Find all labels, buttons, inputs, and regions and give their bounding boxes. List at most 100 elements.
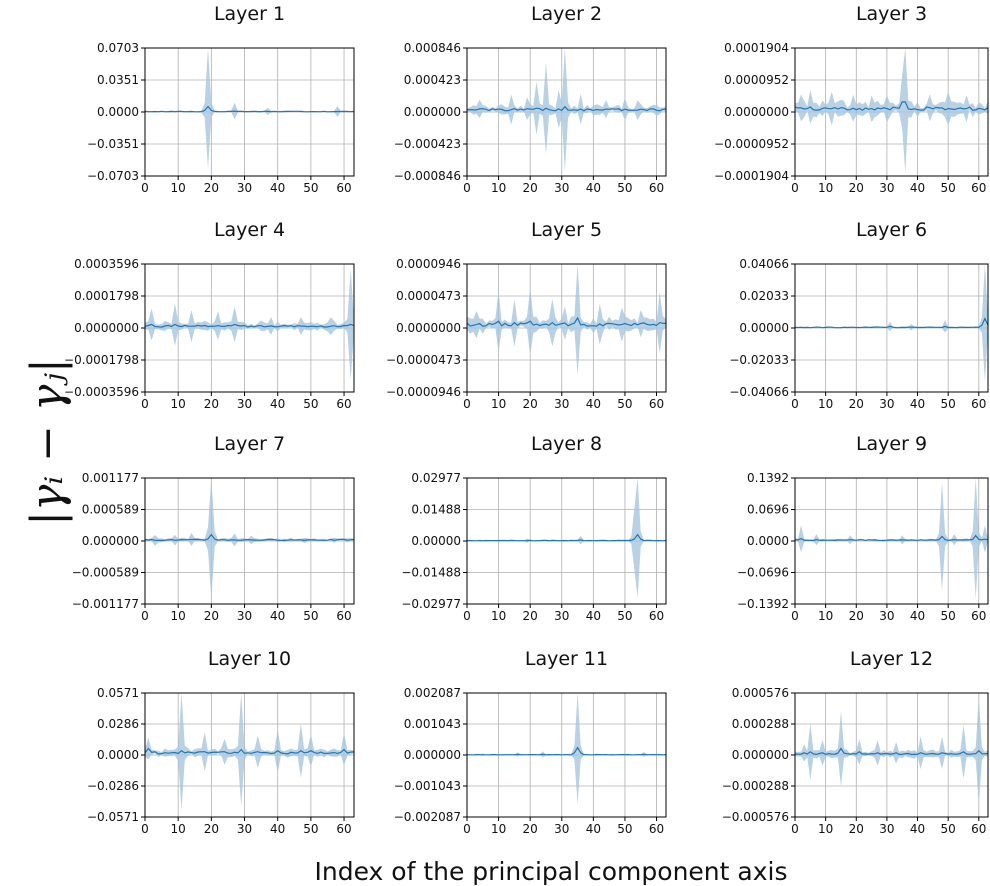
- x-tick-label: 10: [818, 609, 833, 623]
- panel-title: Layer 2: [531, 3, 602, 25]
- x-tick-label: 10: [171, 397, 186, 411]
- y-tick-label: 0.000000: [404, 748, 461, 762]
- panel-12: 0 10 20 30 40 50 60 0.000576 0.000288 0.000000 −0.…: [722, 648, 989, 836]
- y-tick-label: 0.000576: [732, 686, 789, 700]
- x-tick-label: 0: [463, 181, 471, 195]
- x-tick-label: 30: [237, 822, 252, 836]
- y-tick-label: −0.0571: [87, 810, 139, 824]
- y-tick-label: 0.00000: [411, 534, 461, 548]
- x-tick-label: 10: [491, 397, 506, 411]
- panel-title: Layer 11: [525, 648, 608, 670]
- x-tick-label: 40: [910, 822, 925, 836]
- y-tick-label: −0.0000473: [386, 353, 461, 367]
- panel-title: Layer 10: [208, 648, 291, 670]
- mean-line: [794, 101, 989, 111]
- mean-line: [794, 317, 989, 329]
- x-tick-label: 50: [941, 822, 956, 836]
- y-tick-label: −0.000846: [394, 169, 461, 183]
- x-tick-label: 20: [204, 822, 219, 836]
- x-tick-label: 30: [237, 181, 252, 195]
- confidence-band: [795, 696, 988, 805]
- x-tick-label: 30: [879, 181, 894, 195]
- x-tick-label: 60: [649, 181, 664, 195]
- mean-line: [466, 746, 667, 756]
- panel-4: 0 10 20 30 40 50 60 0.0003596 0.0001798 0.0000000…: [64, 219, 355, 411]
- x-tick-label: 40: [586, 397, 601, 411]
- panel-3: 0 10 20 30 40 50 60 0.0001904 0.0000952 0.0000000…: [714, 3, 989, 195]
- y-tick-label: −0.0703: [87, 169, 139, 183]
- panel-title: Layer 1: [214, 3, 285, 25]
- mean-line: [466, 316, 667, 327]
- x-tick-label: 40: [910, 609, 925, 623]
- y-tick-label: −0.0001904: [714, 169, 789, 183]
- panel-8: 0 10 20 30 40 50 60 0.02977 0.01488 0.00000 −0.014…: [401, 433, 667, 623]
- y-tick-label: −0.001177: [72, 597, 139, 611]
- x-tick-label: 0: [463, 609, 471, 623]
- y-tick-label: 0.0001798: [74, 289, 139, 303]
- x-tick-label: 50: [303, 397, 318, 411]
- x-tick-label: 10: [491, 609, 506, 623]
- x-tick-label: 30: [554, 181, 569, 195]
- x-tick-label: 10: [491, 181, 506, 195]
- y-tick-label: −0.0000952: [714, 137, 789, 151]
- x-tick-label: 40: [270, 609, 285, 623]
- mean-line: [794, 747, 989, 756]
- confidence-band: [467, 48, 666, 171]
- y-tick-label: 0.0286: [97, 717, 139, 731]
- y-tick-label: −0.02977: [401, 597, 461, 611]
- x-tick-label: 20: [204, 609, 219, 623]
- panel-title: Layer 8: [531, 433, 602, 455]
- confidence-band: [145, 693, 354, 811]
- confidence-band: [467, 264, 666, 376]
- y-tick-label: 0.000589: [82, 503, 139, 517]
- x-tick-label: 60: [971, 181, 986, 195]
- y-tick-label: 0.001043: [404, 717, 461, 731]
- x-tick-label: 20: [523, 609, 538, 623]
- x-tick-label: 20: [204, 181, 219, 195]
- mean-line: [144, 323, 355, 328]
- y-tick-label: −0.0003596: [64, 385, 139, 399]
- y-tick-label: −0.0001798: [64, 353, 139, 367]
- y-tick-label: 0.0351: [97, 73, 139, 87]
- y-tick-label: −0.000589: [72, 566, 139, 580]
- panel-title: Layer 6: [856, 219, 927, 241]
- x-tick-label: 10: [171, 822, 186, 836]
- y-tick-label: −0.000288: [722, 779, 789, 793]
- y-tick-label: −0.000423: [394, 137, 461, 151]
- x-tick-label: 40: [586, 609, 601, 623]
- mean-line: [144, 105, 355, 113]
- x-tick-label: 30: [879, 397, 894, 411]
- x-tick-label: 10: [491, 822, 506, 836]
- y-tick-label: 0.1392: [747, 471, 789, 485]
- panel-10: 0 10 20 30 40 50 60 0.0571 0.0286 0.0000 −0.0286 −0…: [87, 648, 355, 836]
- panel-7: 0 10 20 30 40 50 60 0.001177 0.000589 0.000000 −0.…: [72, 433, 355, 623]
- y-tick-label: −0.01488: [401, 566, 461, 580]
- y-tick-label: 0.0000952: [724, 73, 789, 87]
- y-axis-label: |γᵢ − γⱼ|: [22, 358, 73, 526]
- x-tick-label: 60: [336, 822, 351, 836]
- confidence-band: [795, 478, 988, 599]
- x-tick-label: 40: [910, 181, 925, 195]
- y-tick-label: 0.0000000: [74, 321, 139, 335]
- y-tick-label: −0.0000946: [386, 385, 461, 399]
- confidence-band: [467, 693, 666, 804]
- y-tick-label: −0.1392: [737, 597, 789, 611]
- y-tick-label: 0.000846: [404, 41, 461, 55]
- x-tick-label: 20: [523, 822, 538, 836]
- x-tick-label: 0: [141, 397, 149, 411]
- y-tick-label: 0.000000: [404, 105, 461, 119]
- mean-line: [794, 534, 989, 542]
- x-tick-label: 10: [171, 181, 186, 195]
- y-tick-label: 0.0000946: [396, 257, 461, 271]
- y-tick-label: 0.0000473: [396, 289, 461, 303]
- confidence-band: [795, 48, 988, 173]
- x-axis-label: Index of the principal component axis: [315, 857, 788, 886]
- y-tick-label: 0.000423: [404, 73, 461, 87]
- y-tick-label: 0.0000000: [724, 105, 789, 119]
- y-tick-label: 0.000000: [732, 748, 789, 762]
- x-tick-label: 10: [818, 822, 833, 836]
- x-tick-label: 20: [849, 822, 864, 836]
- confidence-band: [145, 478, 354, 599]
- x-tick-label: 10: [818, 181, 833, 195]
